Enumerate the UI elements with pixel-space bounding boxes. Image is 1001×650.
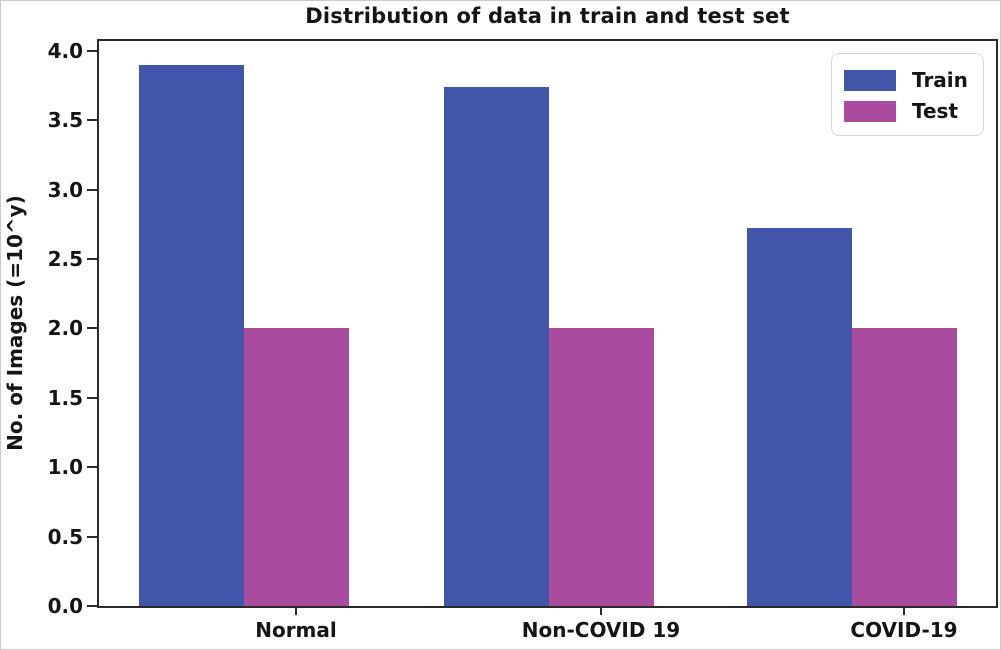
y-tick-mark-3-5 <box>87 119 97 122</box>
plot-area: 0.0 0.5 1.0 1.5 2.0 2.5 3.0 3.5 4.0 Normal Non-CO… <box>48 39 998 642</box>
y-tick-label-0-0: 0.0 <box>47 594 83 618</box>
bar-test-normal <box>243 328 349 606</box>
legend-entry-test: Test <box>844 97 973 125</box>
y-tick-mark-2-0 <box>87 327 97 330</box>
legend-label-test: Test <box>912 99 959 123</box>
y-tick-label-0-5: 0.5 <box>47 524 83 549</box>
y-tick-label-4-0: 4.0 <box>47 38 83 63</box>
y-tick-label-3-5: 3.5 <box>47 108 83 133</box>
bar-train-covid-19 <box>746 228 852 606</box>
x-tick-mark-non-covid-19 <box>600 606 602 615</box>
legend-swatch-test <box>844 100 896 122</box>
y-tick-mark-1-5 <box>87 396 97 399</box>
legend: Train Test <box>831 53 984 136</box>
y-tick-label-1-0: 1.0 <box>47 455 83 480</box>
legend-swatch-train <box>844 69 896 91</box>
y-tick-label-2-0: 2.0 <box>47 316 83 341</box>
y-tick-mark-2-5 <box>87 258 97 260</box>
y-tick-mark-3-0 <box>87 188 97 191</box>
y-tick-mark-0-5 <box>87 535 97 538</box>
y-tick-mark-1-0 <box>87 466 97 469</box>
x-tick-mark-covid-19 <box>903 606 905 615</box>
bar-test-non-covid-19 <box>548 328 654 606</box>
x-tick-label-normal: Normal <box>255 618 337 642</box>
x-tick-label-covid-19: COVID-19 <box>850 618 958 642</box>
x-tick-label-non-covid-19: Non-COVID 19 <box>521 618 681 642</box>
x-tick-mark-normal <box>295 606 297 615</box>
y-tick-label-1-5: 1.5 <box>47 385 83 410</box>
y-tick-mark-4-0 <box>87 49 97 52</box>
bar-test-covid-19 <box>851 328 957 606</box>
y-tick-mark-0-0 <box>87 605 97 607</box>
chart-title: Distribution of data in train and test s… <box>305 4 790 28</box>
legend-entry-train: Train <box>844 66 973 94</box>
legend-label-train: Train <box>912 68 968 92</box>
y-tick-label-3-0: 3.0 <box>47 177 83 202</box>
y-tick-label-2-5: 2.5 <box>47 247 83 271</box>
bar-train-normal <box>138 64 244 606</box>
bar-train-non-covid-19 <box>443 86 549 606</box>
